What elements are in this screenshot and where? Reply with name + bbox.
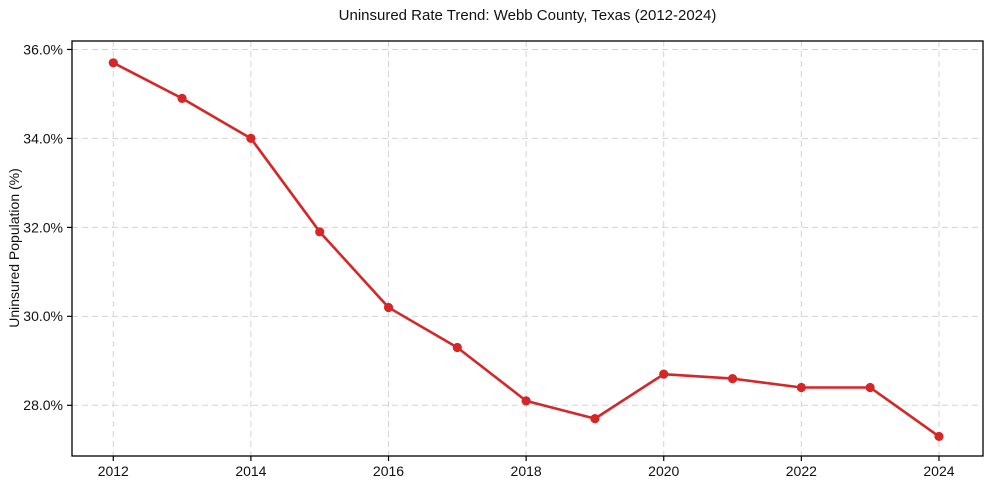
y-tick-label: 28.0% — [23, 397, 63, 413]
data-point — [796, 382, 806, 393]
x-tick-label: 2014 — [235, 463, 266, 479]
y-tick-label: 36.0% — [23, 41, 63, 57]
x-tick-label: 2016 — [373, 463, 404, 479]
data-point — [659, 369, 669, 379]
data-point — [315, 227, 325, 237]
y-tick-label: 32.0% — [23, 219, 63, 235]
chart-title: Uninsured Rate Trend: Webb County, Texas… — [338, 7, 717, 24]
data-point — [177, 93, 187, 103]
data-point — [452, 342, 462, 353]
data-point — [934, 431, 944, 442]
data-point — [521, 396, 531, 406]
x-tick-label: 2012 — [98, 463, 129, 479]
data-point — [865, 382, 875, 393]
x-tick-label: 2018 — [511, 463, 542, 479]
data-point — [246, 133, 256, 144]
trend-line — [111, 61, 941, 438]
y-tick-label: 34.0% — [23, 130, 63, 146]
data-point — [727, 374, 738, 384]
y-tick-label: 30.0% — [23, 308, 63, 324]
data-point — [383, 302, 394, 313]
x-tick-label: 2022 — [786, 463, 817, 479]
plot-frame — [71, 40, 984, 457]
x-tick-label: 2024 — [923, 463, 954, 479]
data-point — [590, 414, 600, 424]
x-tick-label: 2020 — [648, 463, 679, 479]
data-point — [108, 58, 118, 68]
